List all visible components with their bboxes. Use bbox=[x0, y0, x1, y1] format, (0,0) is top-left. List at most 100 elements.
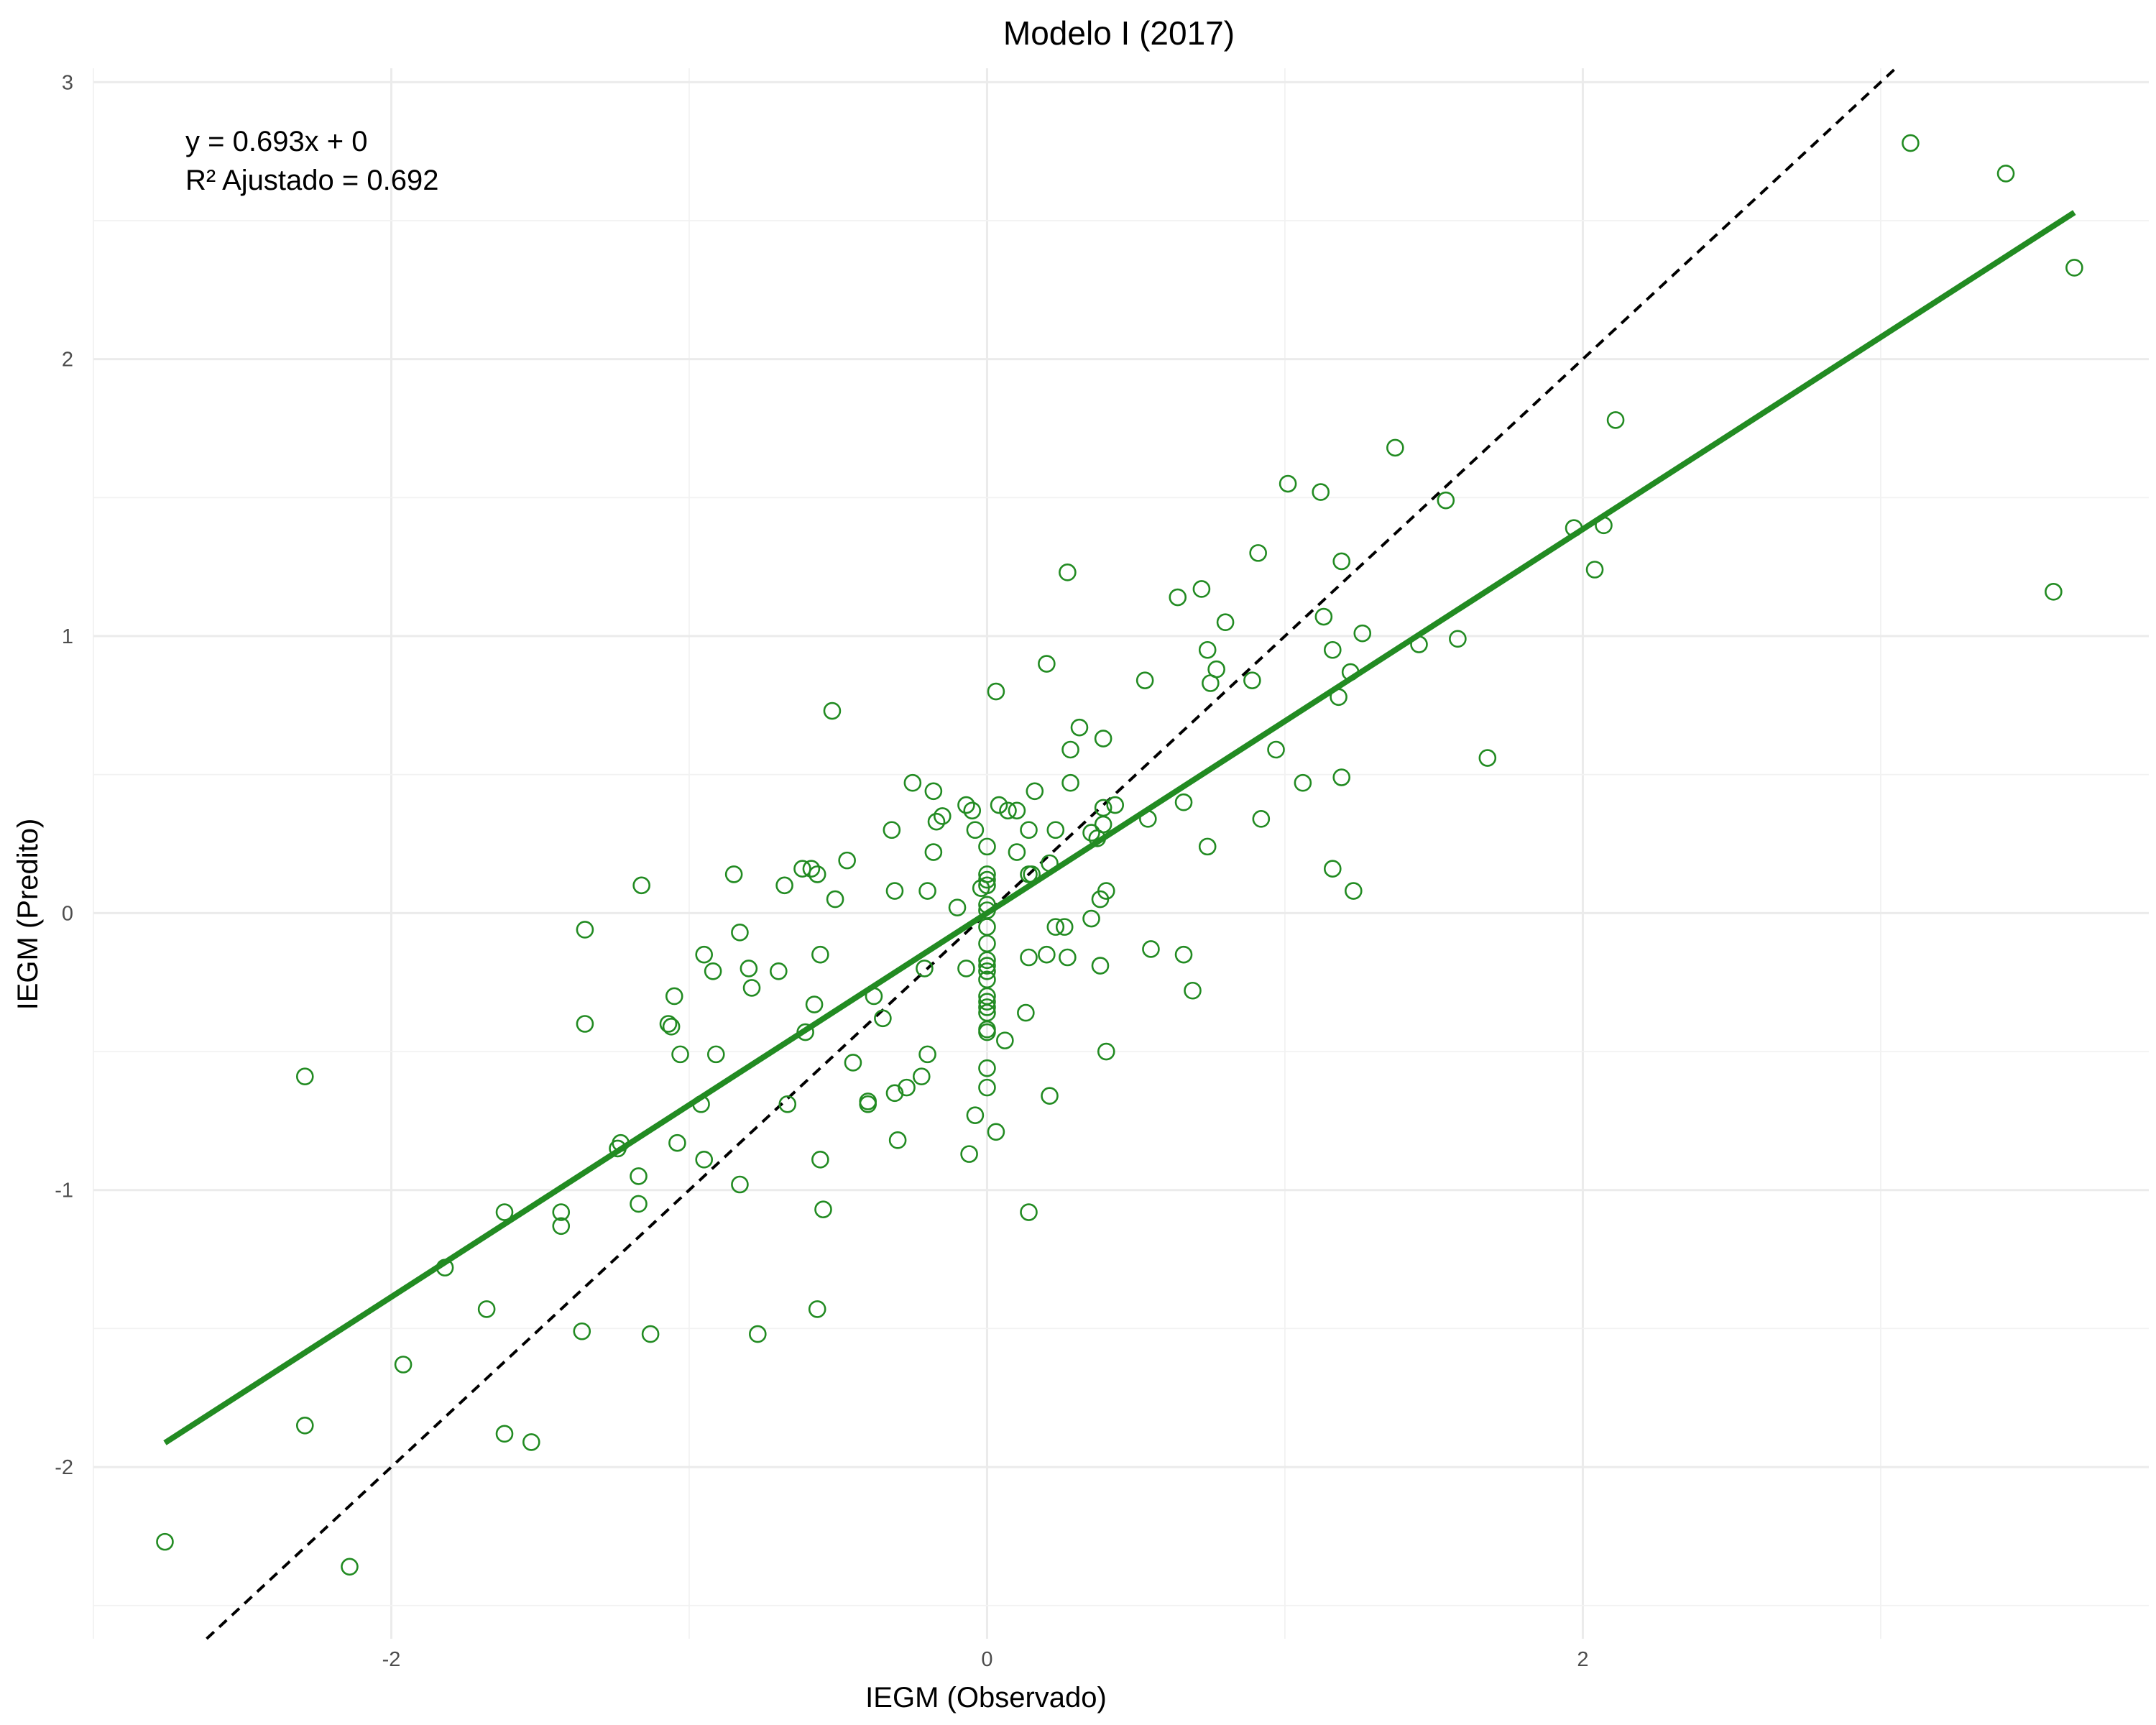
data-point bbox=[1437, 491, 1455, 510]
data-point bbox=[668, 1133, 686, 1152]
data-point bbox=[156, 1532, 174, 1551]
data-point bbox=[999, 801, 1017, 820]
data-point bbox=[742, 979, 761, 997]
data-point bbox=[1323, 860, 1342, 878]
data-point bbox=[874, 1009, 892, 1028]
data-point bbox=[295, 1067, 314, 1086]
data-point bbox=[1449, 630, 1467, 648]
data-point bbox=[1135, 671, 1154, 689]
data-point bbox=[1059, 948, 1077, 967]
data-point bbox=[295, 1416, 314, 1435]
y-axis-title: IEGM (Predito) bbox=[12, 819, 44, 1011]
y-tick-label: 0 bbox=[62, 902, 73, 925]
data-point bbox=[987, 682, 1005, 701]
data-point bbox=[903, 773, 922, 792]
data-point bbox=[1332, 768, 1351, 786]
data-point bbox=[960, 1145, 978, 1163]
data-point bbox=[924, 843, 943, 861]
data-point bbox=[957, 796, 975, 814]
data-point bbox=[775, 876, 793, 895]
data-point bbox=[1314, 607, 1333, 626]
data-point bbox=[978, 865, 996, 883]
data-point bbox=[1059, 564, 1077, 581]
data-point bbox=[2045, 583, 2063, 601]
data-point bbox=[826, 890, 844, 908]
data-point bbox=[1008, 801, 1026, 820]
data-point bbox=[912, 1067, 931, 1086]
data-point bbox=[844, 1054, 862, 1072]
data-point bbox=[1046, 821, 1065, 840]
x-axis-title: IEGM (Observado) bbox=[865, 1682, 1107, 1714]
data-point bbox=[978, 876, 996, 895]
data-point bbox=[1082, 824, 1100, 842]
data-point bbox=[1017, 1003, 1035, 1022]
data-point bbox=[394, 1356, 413, 1374]
data-point bbox=[918, 882, 936, 900]
data-point bbox=[1332, 552, 1351, 571]
data-point bbox=[978, 1078, 996, 1097]
data-point bbox=[1243, 671, 1261, 689]
data-point bbox=[802, 860, 821, 878]
adjusted-r-squared: R² Ajustado = 0.692 bbox=[185, 165, 438, 196]
data-point bbox=[811, 1151, 829, 1169]
data-point bbox=[1478, 749, 1497, 767]
data-point bbox=[1061, 773, 1079, 792]
data-point bbox=[576, 1015, 594, 1033]
data-point bbox=[1902, 134, 1920, 152]
data-point bbox=[1174, 793, 1193, 811]
data-point bbox=[2065, 259, 2083, 277]
data-point bbox=[1061, 740, 1079, 759]
data-point bbox=[1046, 918, 1065, 936]
data-point bbox=[883, 821, 901, 840]
data-point bbox=[770, 962, 788, 980]
data-point bbox=[740, 960, 758, 978]
data-point bbox=[916, 960, 934, 978]
data-point bbox=[1020, 1203, 1038, 1221]
data-point bbox=[963, 801, 982, 820]
data-point bbox=[814, 1200, 832, 1218]
data-point bbox=[1198, 837, 1217, 856]
data-point bbox=[948, 898, 967, 916]
data-point bbox=[823, 702, 842, 720]
data-point bbox=[1041, 1087, 1059, 1105]
data-point bbox=[1184, 981, 1202, 1000]
data-point bbox=[573, 1322, 591, 1340]
data-point bbox=[898, 1078, 916, 1097]
y-tick-label: -2 bbox=[55, 1456, 73, 1479]
data-point bbox=[1055, 918, 1074, 936]
data-point bbox=[978, 1023, 996, 1041]
data-point bbox=[888, 1131, 907, 1149]
data-point bbox=[552, 1217, 571, 1236]
data-point bbox=[1323, 640, 1342, 659]
data-point bbox=[978, 993, 996, 1011]
data-point bbox=[1585, 561, 1604, 579]
data-point bbox=[966, 821, 985, 840]
data-point bbox=[859, 1095, 877, 1113]
x-tick-label: 2 bbox=[1577, 1648, 1588, 1671]
data-point bbox=[1267, 740, 1285, 759]
data-point bbox=[1026, 782, 1044, 801]
fit-line-group bbox=[163, 210, 2076, 1445]
data-point bbox=[1038, 945, 1056, 964]
data-point bbox=[1020, 948, 1038, 967]
data-point bbox=[576, 921, 594, 939]
data-point bbox=[632, 876, 650, 895]
data-point bbox=[1091, 957, 1110, 975]
data-point bbox=[978, 837, 996, 856]
data-point bbox=[934, 807, 952, 825]
data-point bbox=[1094, 815, 1112, 834]
data-point bbox=[924, 782, 943, 801]
data-point bbox=[1312, 483, 1330, 501]
data-point bbox=[1070, 718, 1089, 737]
chart-title: Modelo I (2017) bbox=[1003, 14, 1235, 52]
data-point bbox=[552, 1203, 571, 1221]
y-tick-label: 2 bbox=[62, 349, 73, 372]
data-points bbox=[156, 134, 2083, 1576]
data-point bbox=[1345, 882, 1363, 900]
x-tick-label: -2 bbox=[382, 1648, 401, 1671]
data-point bbox=[1249, 544, 1267, 562]
data-point bbox=[731, 1175, 749, 1194]
data-point bbox=[477, 1300, 496, 1318]
